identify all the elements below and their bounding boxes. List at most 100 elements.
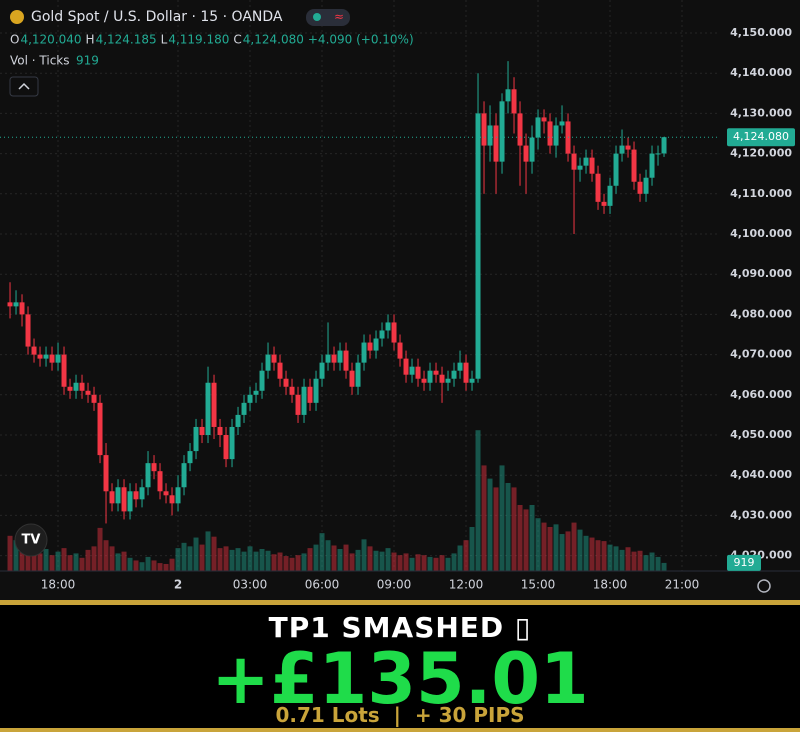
candle-body: [631, 149, 637, 182]
candle-body: [49, 354, 55, 363]
candle-body: [385, 322, 391, 331]
volume-legend-name: Vol · Ticks: [10, 54, 70, 68]
candle-body: [511, 89, 517, 114]
candle-body: [235, 414, 241, 427]
volume-bar: [73, 553, 79, 571]
y-tick-label: 4,140.000: [730, 66, 792, 79]
candle-body: [523, 145, 529, 162]
volume-bar: [619, 549, 625, 571]
candle-body: [391, 322, 397, 343]
candle-body: [319, 362, 325, 379]
volume-bar: [415, 554, 421, 571]
candle-body: [337, 350, 343, 363]
chart: Gold Spot / U.S. Dollar · 15 · OANDA ≈ O…: [0, 0, 800, 593]
ohlc-value: 4,124.185: [96, 33, 157, 47]
x-tick-label: 12:00: [449, 578, 484, 592]
candle-body: [187, 451, 193, 464]
x-tick-label: 15:00: [521, 578, 556, 592]
candle-body: [241, 402, 247, 415]
candle-body: [43, 354, 49, 359]
volume-bar: [649, 552, 655, 571]
candle-body: [415, 366, 421, 379]
candle-body: [499, 101, 505, 162]
volume-legend-value: 919: [76, 54, 99, 68]
volume-bar: [121, 551, 127, 571]
volume-bar: [313, 544, 319, 571]
candle-body: [271, 354, 277, 363]
y-tick-label: 4,150.000: [730, 26, 792, 39]
volume-bar: [235, 548, 241, 571]
ohlc-key: O: [10, 33, 19, 47]
candle-body: [31, 346, 37, 355]
volume-bar: [187, 546, 193, 571]
volume-bar: [637, 550, 643, 571]
volume-bar: [109, 546, 115, 571]
candle-body: [661, 137, 667, 154]
candle-body: [643, 177, 649, 194]
volume-bar: [13, 540, 19, 571]
candle-body: [85, 390, 91, 395]
volume-bar: [247, 546, 253, 571]
status-icon: ≈: [334, 10, 344, 24]
candle-body: [517, 113, 523, 146]
volume-bar: [583, 535, 589, 571]
volume-bar: [469, 527, 475, 571]
tradingview-logo[interactable]: [14, 523, 48, 557]
candle-body: [589, 157, 595, 174]
banner: TP1 SMASHED ▯ +£135.01 0.71 Lots | + 30 …: [0, 600, 800, 732]
volume-bar: [253, 551, 259, 571]
candle-body: [253, 390, 259, 395]
volume-bar: [307, 548, 313, 571]
candle-body: [367, 342, 373, 351]
candle-body: [13, 302, 19, 307]
volume-bar: [643, 555, 649, 571]
candle-body: [349, 370, 355, 387]
candle-body: [139, 487, 145, 500]
candle-body: [211, 382, 217, 427]
banner-details: 0.71 Lots | + 30 PIPS: [275, 703, 525, 727]
collapse-button[interactable]: [9, 76, 39, 97]
candle-body: [103, 455, 109, 492]
volume-bar: [547, 527, 553, 571]
candle-body: [145, 463, 151, 488]
volume-bar: [631, 551, 637, 571]
candle-body: [277, 362, 283, 379]
volume-bar: [115, 553, 121, 571]
volume-bar: [445, 557, 451, 571]
ohlc-value: 4,120.040: [20, 33, 81, 47]
volume-bar: [37, 553, 43, 571]
volume-bar: [493, 487, 499, 571]
candle-body: [619, 145, 625, 154]
candle-body: [7, 302, 13, 307]
candle-body: [379, 330, 385, 339]
candle-body: [481, 113, 487, 146]
candle-body: [313, 378, 319, 403]
volume-bar: [439, 555, 445, 571]
volume-bar: [511, 487, 517, 571]
candle-body: [571, 153, 577, 170]
volume-bar: [463, 540, 469, 571]
candle-body: [451, 370, 457, 379]
volume-bar: [61, 548, 67, 571]
candle-body: [427, 370, 433, 383]
y-tick-label: 4,080.000: [730, 307, 792, 320]
volume-bar: [601, 541, 607, 571]
volume-bar: [193, 537, 199, 571]
candle-body: [541, 117, 547, 122]
candle-body: [553, 125, 559, 146]
candle-body: [157, 471, 163, 492]
candle-body: [307, 386, 313, 403]
candle-body: [487, 125, 493, 146]
ohlc-change: +4.090 (+0.10%): [308, 33, 414, 47]
volume-bar: [367, 546, 373, 571]
candle-body: [151, 463, 157, 472]
volume-bar: [331, 545, 337, 571]
candle-body: [403, 358, 409, 375]
candle-body: [601, 201, 607, 206]
settings-icon[interactable]: [757, 579, 771, 593]
y-tick-label: 4,060.000: [730, 388, 792, 401]
collapse-icon: [18, 82, 30, 90]
candle-body: [61, 354, 67, 387]
candle-body: [457, 362, 463, 371]
